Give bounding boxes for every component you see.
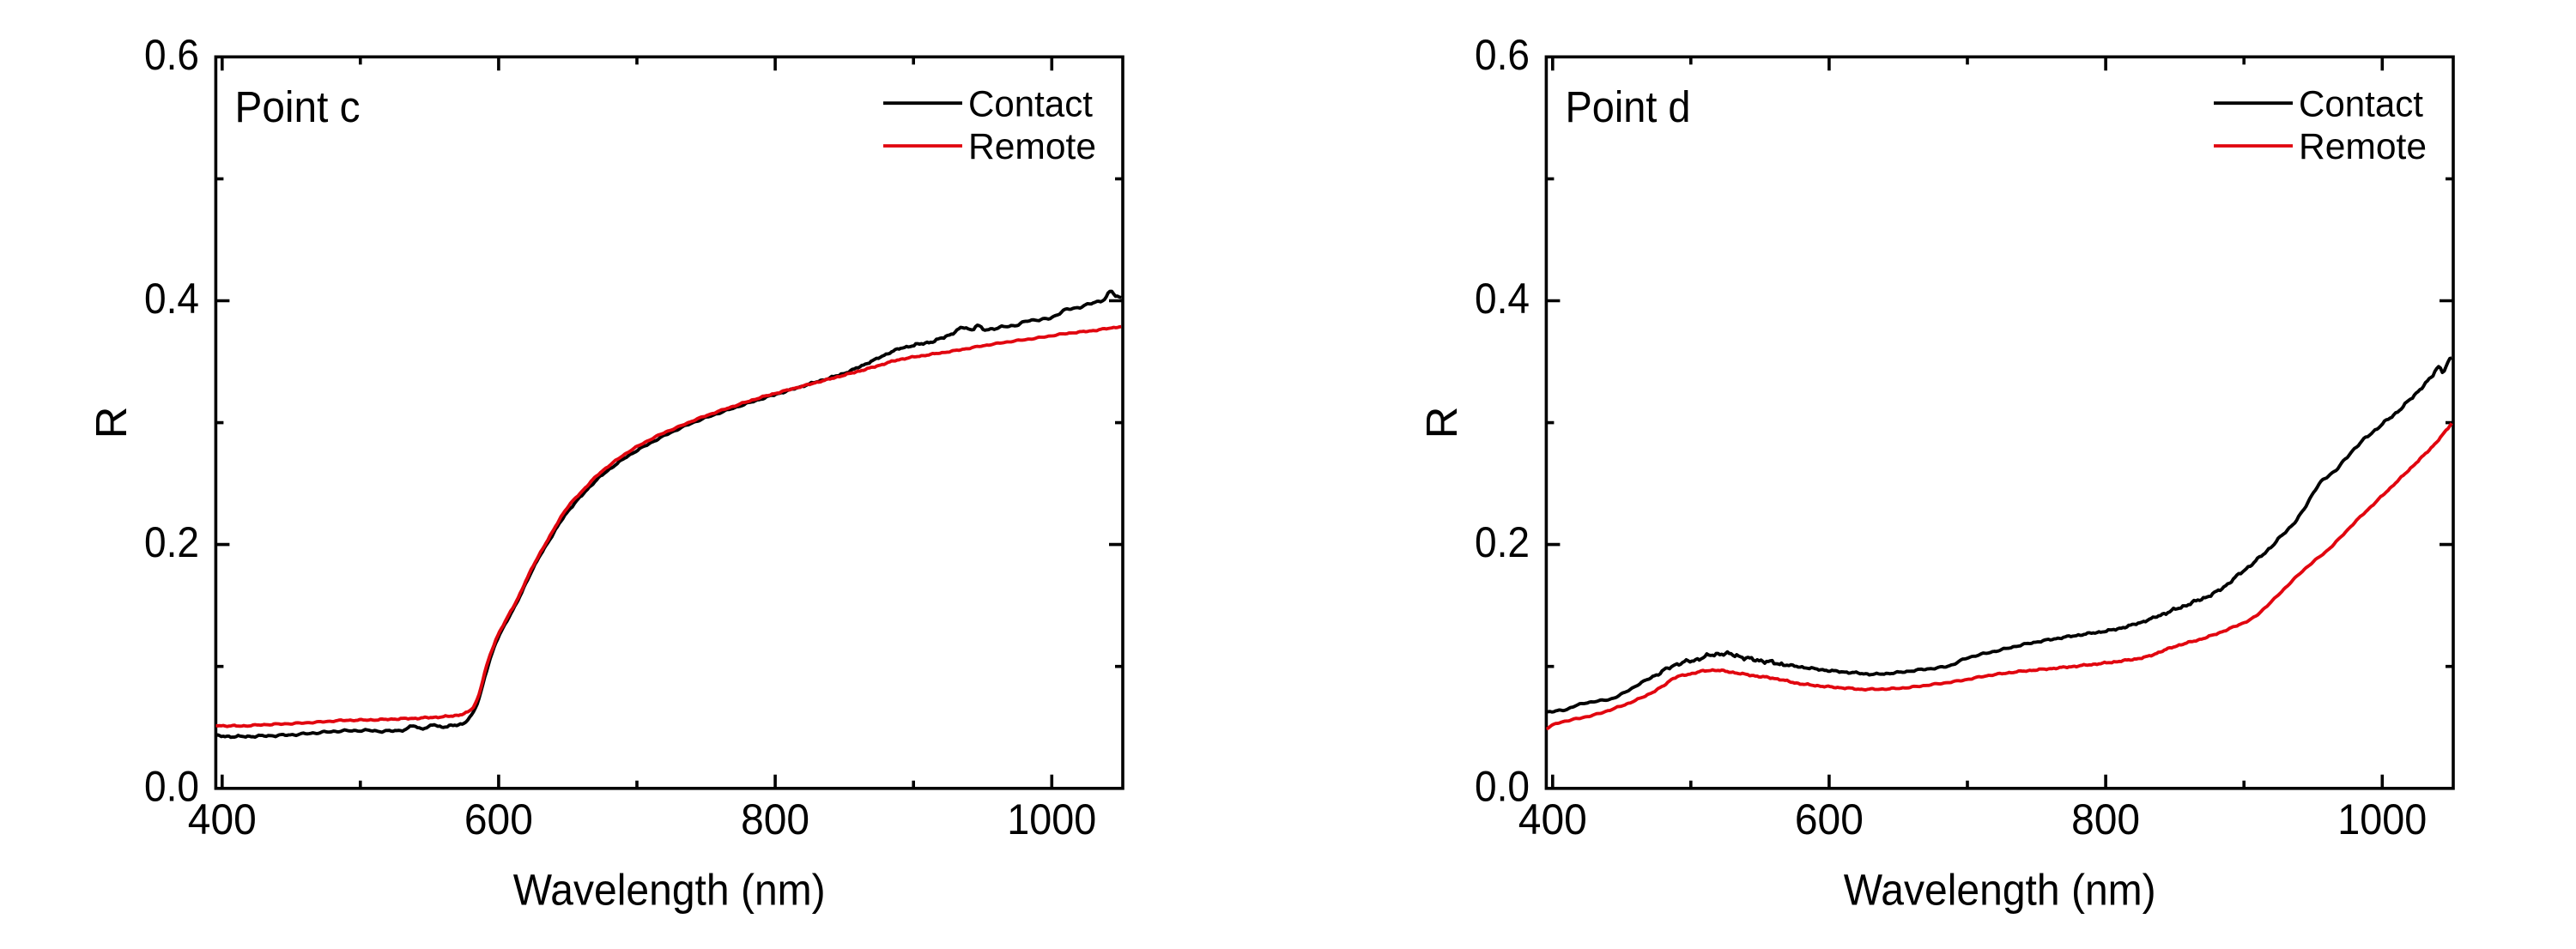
svg-text:R: R: [1417, 407, 1466, 439]
svg-text:400: 400: [1518, 795, 1587, 843]
svg-text:800: 800: [2071, 795, 2140, 843]
svg-text:R: R: [87, 407, 136, 439]
svg-text:0.0: 0.0: [1475, 762, 1530, 810]
svg-text:0.6: 0.6: [144, 31, 199, 79]
svg-text:0.4: 0.4: [144, 275, 199, 323]
svg-text:400: 400: [188, 795, 257, 843]
svg-text:0.2: 0.2: [1475, 518, 1530, 566]
svg-text:0.6: 0.6: [1475, 31, 1530, 79]
svg-text:Wavelength (nm): Wavelength (nm): [1844, 866, 2156, 915]
svg-text:Contact: Contact: [968, 84, 1093, 124]
svg-text:Contact: Contact: [2299, 84, 2423, 124]
svg-text:Wavelength (nm): Wavelength (nm): [513, 866, 826, 915]
svg-text:600: 600: [1795, 795, 1864, 843]
svg-text:Remote: Remote: [2299, 127, 2427, 167]
svg-text:0.4: 0.4: [1475, 275, 1530, 323]
svg-text:1000: 1000: [2337, 795, 2427, 843]
svg-text:Point d: Point d: [1566, 82, 1691, 131]
svg-text:Point c: Point c: [235, 82, 361, 131]
svg-text:1000: 1000: [1007, 795, 1096, 843]
svg-text:800: 800: [741, 795, 809, 843]
svg-text:0.2: 0.2: [144, 518, 199, 566]
svg-text:Remote: Remote: [968, 127, 1096, 167]
svg-text:600: 600: [464, 795, 533, 843]
svg-text:0.0: 0.0: [144, 762, 199, 810]
